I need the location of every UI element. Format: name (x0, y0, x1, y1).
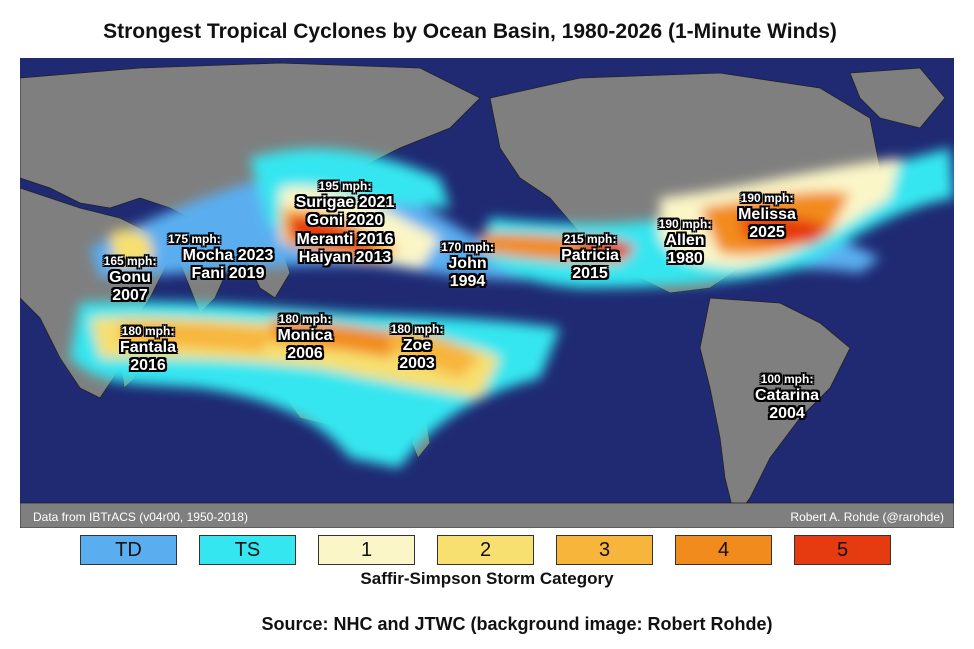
legend-swatch-td: TD (80, 535, 177, 565)
storm-mph: 190 mph: (740, 191, 794, 205)
storm-label-monica: 180 mph: Monica 2006 (265, 312, 345, 364)
storm-name: Gonu 2007 (109, 268, 151, 305)
storm-label-melissa: 190 mph: Melissa 2025 (726, 191, 808, 243)
source-note: Source: NHC and JTWC (background image: … (261, 614, 773, 634)
storm-name: Surigae 2021 Goni 2020 Meranti 2016 Haiy… (295, 193, 395, 266)
storm-name: Patricia 2015 (561, 246, 619, 283)
storm-mph: 180 mph: (121, 324, 175, 338)
storm-mph: 180 mph: (390, 322, 444, 336)
storm-name: Catarina 2004 (754, 386, 820, 423)
storm-label-allen: 190 mph: Allen 1980 (645, 217, 725, 269)
legend-swatch-cat3: 3 (556, 535, 653, 565)
storm-name: Mocha 2023 Fani 2019 (182, 246, 274, 283)
storm-label-surigae-haiyan: 195 mph: Surigae 2021 Goni 2020 Meranti … (285, 179, 405, 267)
legend-swatch-cat1: 1 (318, 535, 415, 565)
storm-tracks (70, 148, 954, 468)
legend-swatch-cat4: 4 (675, 535, 772, 565)
author-credit: Robert A. Rohde (@rarohde) (790, 510, 944, 524)
legend-swatch-cat2: 2 (437, 535, 534, 565)
storm-mph: 175 mph: (168, 232, 221, 246)
storm-name: Melissa 2025 (738, 205, 796, 242)
storm-mph: 195 mph: (318, 179, 372, 193)
storm-mph: 180 mph: (278, 312, 332, 326)
legend-swatch-cat5: 5 (794, 535, 891, 565)
legend-swatch-ts: TS (199, 535, 296, 565)
storm-mph: 190 mph: (658, 217, 712, 231)
storm-label-john: 170 mph: John 1994 (425, 240, 510, 292)
storm-name: Monica 2006 (277, 326, 333, 363)
storm-label-patricia: 215 mph: Patricia 2015 (550, 232, 630, 284)
storm-name: Zoe 2003 (399, 336, 435, 373)
storm-label-catarina: 100 mph: Catarina 2004 (742, 372, 832, 424)
storm-name: Allen 1980 (665, 231, 705, 268)
storm-name: Fantala 2016 (119, 338, 176, 375)
world-map: 165 mph: Gonu 2007 175 mph: Mocha 2023 F… (20, 58, 954, 528)
storm-mph: 165 mph: (103, 254, 157, 268)
legend-caption: Saffir-Simpson Storm Category (360, 569, 614, 588)
data-credit: Data from IBTrACS (v04r00, 1950-2018) (33, 510, 248, 524)
map-title: Strongest Tropical Cyclones by Ocean Bas… (103, 20, 837, 43)
storm-label-fantala: 180 mph: Fantala 2016 (108, 324, 188, 376)
storm-mph: 215 mph: (563, 232, 617, 246)
storm-label-mocha-fani: 175 mph: Mocha 2023 Fani 2019 (168, 232, 288, 284)
storm-mph: 100 mph: (760, 372, 814, 386)
storm-label-zoe: 180 mph: Zoe 2003 (377, 322, 457, 374)
storm-name: John 1994 (448, 254, 487, 291)
category-legend: TD TS 1 2 3 4 5 (80, 535, 891, 567)
storm-mph: 170 mph: (441, 240, 494, 254)
map-graphic (20, 62, 954, 528)
storm-label-gonu: 165 mph: Gonu 2007 (90, 254, 170, 306)
